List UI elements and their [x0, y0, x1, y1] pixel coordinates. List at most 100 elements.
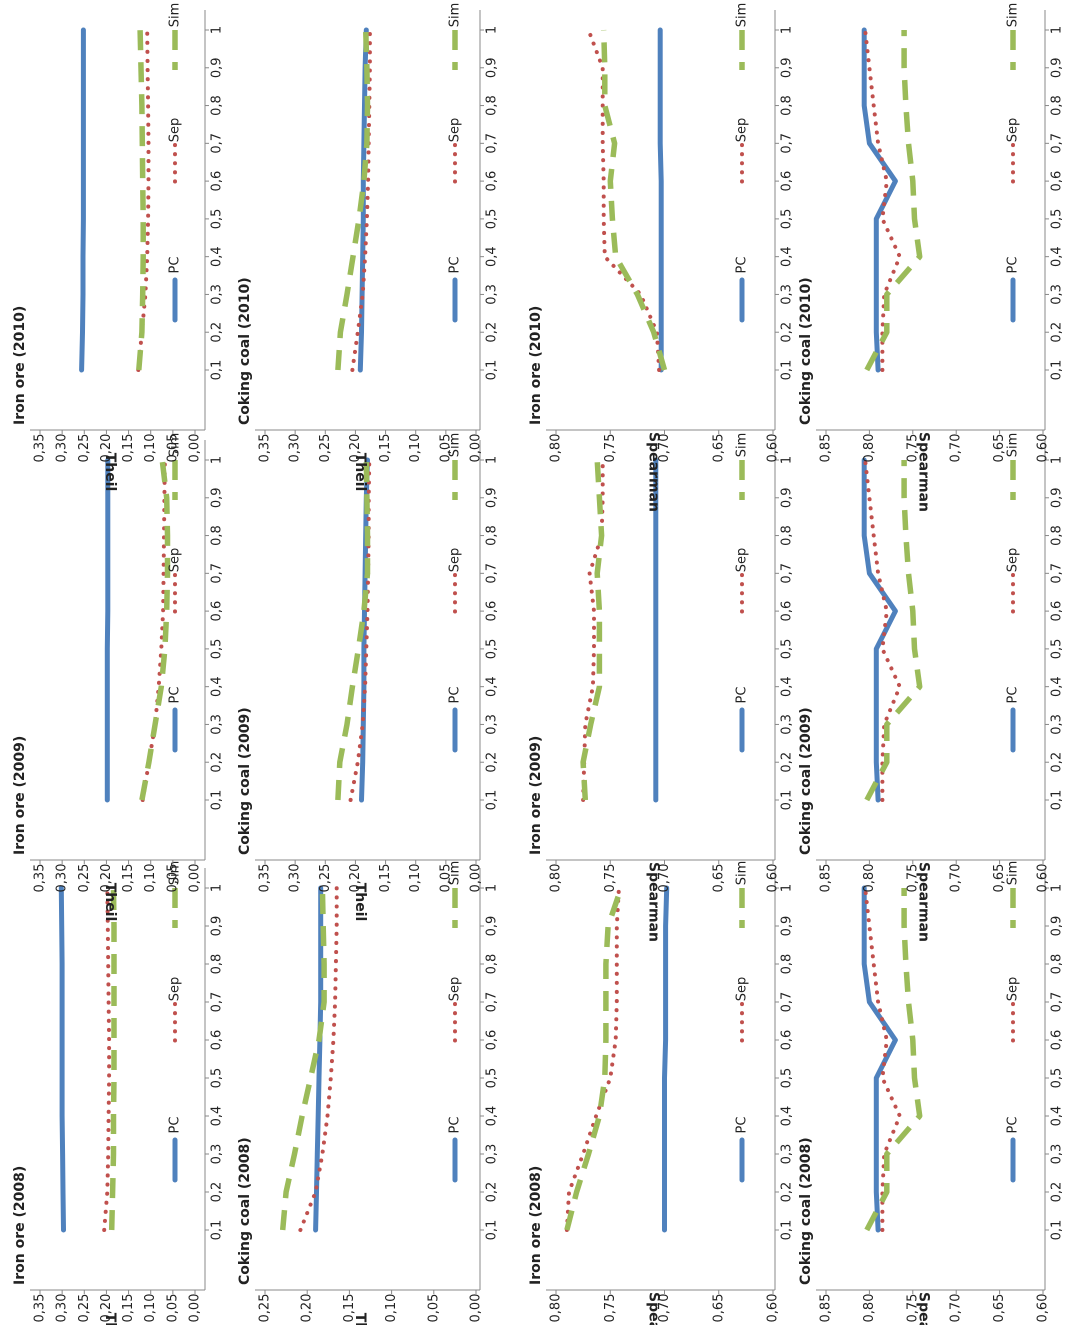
x-tick-label: 0,5	[1050, 639, 1065, 660]
legend-label: Sep	[168, 548, 183, 573]
y-tick-label: 0,25	[77, 1294, 92, 1323]
x-tick-label: 0,5	[485, 209, 500, 230]
y-tick-label: 0,35	[258, 864, 273, 893]
y-tick-label: 0,80	[549, 864, 564, 893]
x-tick-label: 0,1	[1050, 790, 1065, 811]
chart-panel: 0,10,20,30,40,50,60,70,80,910,000,050,10…	[12, 861, 225, 1325]
chart-title: Coking coal (2010)	[798, 277, 814, 425]
x-tick-label: 0,8	[485, 525, 500, 546]
x-tick-label: 0,2	[780, 1182, 795, 1203]
series-line-sep	[863, 28, 902, 372]
y-tick-label: 0,80	[862, 434, 877, 463]
legend-label: Sep	[448, 977, 463, 1002]
x-tick-label: 0,5	[485, 639, 500, 660]
y-axis-title: Theil	[102, 1313, 118, 1325]
series-line-sep	[863, 886, 902, 1232]
legend-label: Sim	[168, 861, 183, 886]
y-tick-label: 0,25	[77, 864, 92, 893]
x-tick-label: 0,7	[210, 563, 225, 584]
x-tick-label: 0,9	[1050, 487, 1065, 508]
series-line-sep	[136, 28, 151, 372]
x-tick-label: 0,9	[210, 487, 225, 508]
y-tick-label: 0,70	[949, 1294, 964, 1323]
x-tick-label: 0,8	[210, 954, 225, 975]
x-tick-label: 0,9	[485, 57, 500, 78]
y-axis-title: Theil	[102, 453, 118, 492]
y-tick-label: 0,80	[549, 1294, 564, 1323]
chart-panel: 0,10,20,30,40,50,60,70,80,910,000,050,10…	[12, 433, 225, 922]
legend-label: PC	[1006, 687, 1021, 704]
series-line-sim	[864, 30, 923, 372]
x-tick-label: 0,9	[780, 57, 795, 78]
y-tick-label: 0,20	[300, 1294, 315, 1323]
series-line-sep	[863, 458, 902, 802]
x-tick-label: 0,8	[210, 95, 225, 116]
x-tick-label: 0,4	[485, 676, 500, 697]
x-tick-label: 0,4	[780, 676, 795, 697]
y-tick-label: 0,20	[99, 434, 114, 463]
x-tick-label: 0,8	[485, 954, 500, 975]
x-tick-label: 1	[485, 884, 500, 892]
x-tick-label: 0,2	[1050, 1182, 1065, 1203]
legend-label: Sim	[448, 861, 463, 886]
y-tick-label: 0,25	[318, 434, 333, 463]
x-tick-label: 0,8	[780, 954, 795, 975]
x-tick-label: 0,5	[210, 639, 225, 660]
chart-panel: 0,10,20,30,40,50,60,70,80,910,600,650,70…	[798, 3, 1065, 512]
legend-label: Sep	[735, 977, 750, 1002]
y-tick-label: 0,65	[711, 434, 726, 463]
y-tick-label: 0,70	[949, 434, 964, 463]
series-line-sep	[350, 28, 372, 372]
y-axis-title: Spearman	[916, 862, 932, 942]
chart-title: Iron ore (2010)	[528, 306, 544, 425]
x-tick-label: 0,3	[485, 714, 500, 735]
legend-label: Sim	[448, 3, 463, 28]
chart-panel: 0,10,20,30,40,50,60,70,80,910,000,050,10…	[237, 433, 500, 922]
x-tick-label: 0,9	[485, 916, 500, 937]
x-tick-label: 0,6	[210, 171, 225, 192]
series-line-sim	[108, 887, 117, 1231]
series-line-sep	[586, 28, 662, 372]
legend-label: PC	[448, 257, 463, 274]
x-tick-label: 0,4	[210, 246, 225, 267]
x-tick-label: 1	[210, 26, 225, 34]
legend-label: Sep	[735, 548, 750, 573]
y-tick-label: 0,15	[378, 864, 393, 893]
chart-panel: 0,10,20,30,40,50,60,70,80,910,600,650,70…	[528, 433, 795, 942]
series-line-sim	[136, 29, 146, 371]
legend-label: Sep	[168, 118, 183, 143]
x-tick-label: 0,1	[210, 1220, 225, 1241]
y-tick-label: 0,25	[77, 434, 92, 463]
x-tick-label: 0,9	[210, 57, 225, 78]
y-tick-label: 0,65	[992, 434, 1007, 463]
chart-title: Coking coal (2009)	[798, 707, 814, 855]
y-tick-label: 0,75	[603, 864, 618, 893]
y-tick-label: 0,70	[657, 434, 672, 463]
x-tick-label: 0,7	[485, 992, 500, 1013]
y-tick-label: 0,70	[657, 864, 672, 893]
x-tick-label: 0,7	[780, 992, 795, 1013]
y-tick-label: 0,20	[348, 434, 363, 463]
legend-label: PC	[1006, 1117, 1021, 1134]
x-tick-label: 0,5	[210, 209, 225, 230]
series-line-pc	[359, 457, 370, 803]
series-line-pc	[58, 885, 66, 1233]
x-tick-label: 0,8	[780, 95, 795, 116]
x-tick-label: 0,9	[1050, 57, 1065, 78]
x-tick-label: 0,4	[1050, 676, 1065, 697]
x-tick-label: 1	[485, 26, 500, 34]
x-tick-label: 1	[210, 456, 225, 464]
y-tick-label: 0,30	[55, 864, 70, 893]
y-tick-label: 0,70	[657, 1294, 672, 1323]
x-tick-label: 0,9	[210, 916, 225, 937]
x-tick-label: 0,1	[210, 360, 225, 381]
legend-label: Sim	[1006, 3, 1021, 28]
legend-label: Sep	[168, 977, 183, 1002]
series-line-pc	[861, 457, 898, 803]
series-line-pc	[662, 885, 670, 1233]
legend-label: Sep	[448, 118, 463, 143]
x-tick-label: 1	[1050, 26, 1065, 34]
x-tick-label: 0,8	[1050, 525, 1065, 546]
x-tick-label: 0,4	[1050, 1106, 1065, 1127]
x-tick-label: 0,3	[780, 714, 795, 735]
